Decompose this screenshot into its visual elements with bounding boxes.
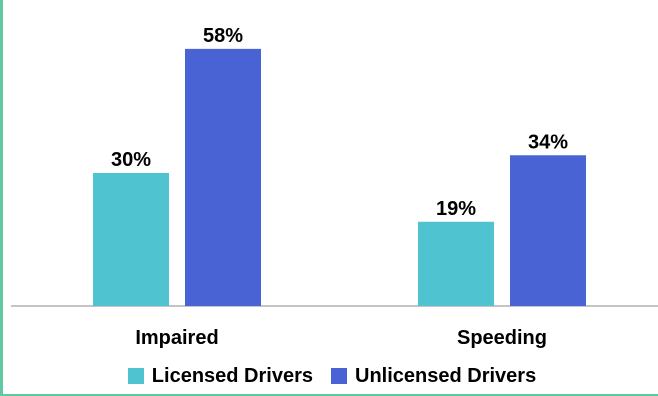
bar-chart: 30% 58% Impaired 19% 34% Speeding: [11, 25, 658, 349]
data-label-speeding-licensed: 19%: [436, 198, 476, 220]
legend-label-unlicensed: Unlicensed Drivers: [355, 364, 537, 387]
data-label-speeding-unlicensed: 34%: [528, 131, 568, 153]
legend-swatch-licensed: [127, 368, 144, 384]
legend-item-licensed: Licensed Drivers: [127, 364, 313, 388]
legend-item-unlicensed: Unlicensed Drivers: [331, 365, 536, 388]
legend-swatch-unlicensed: [331, 368, 347, 384]
bar-impaired-unlicensed: [185, 48, 261, 306]
bar-speeding-unlicensed: [510, 155, 586, 306]
bar-impaired-licensed: [93, 173, 169, 306]
category-label-impaired: Impaired: [135, 327, 218, 349]
bar-speeding-licensed: [418, 221, 494, 306]
data-label-impaired-licensed: 30%: [111, 149, 151, 171]
legend-label-licensed: Licensed Drivers: [151, 364, 313, 387]
data-label-impaired-unlicensed: 58%: [203, 25, 243, 47]
category-label-speeding: Speeding: [457, 327, 547, 349]
legend: Licensed Drivers Unlicensed Drivers: [3, 361, 658, 391]
